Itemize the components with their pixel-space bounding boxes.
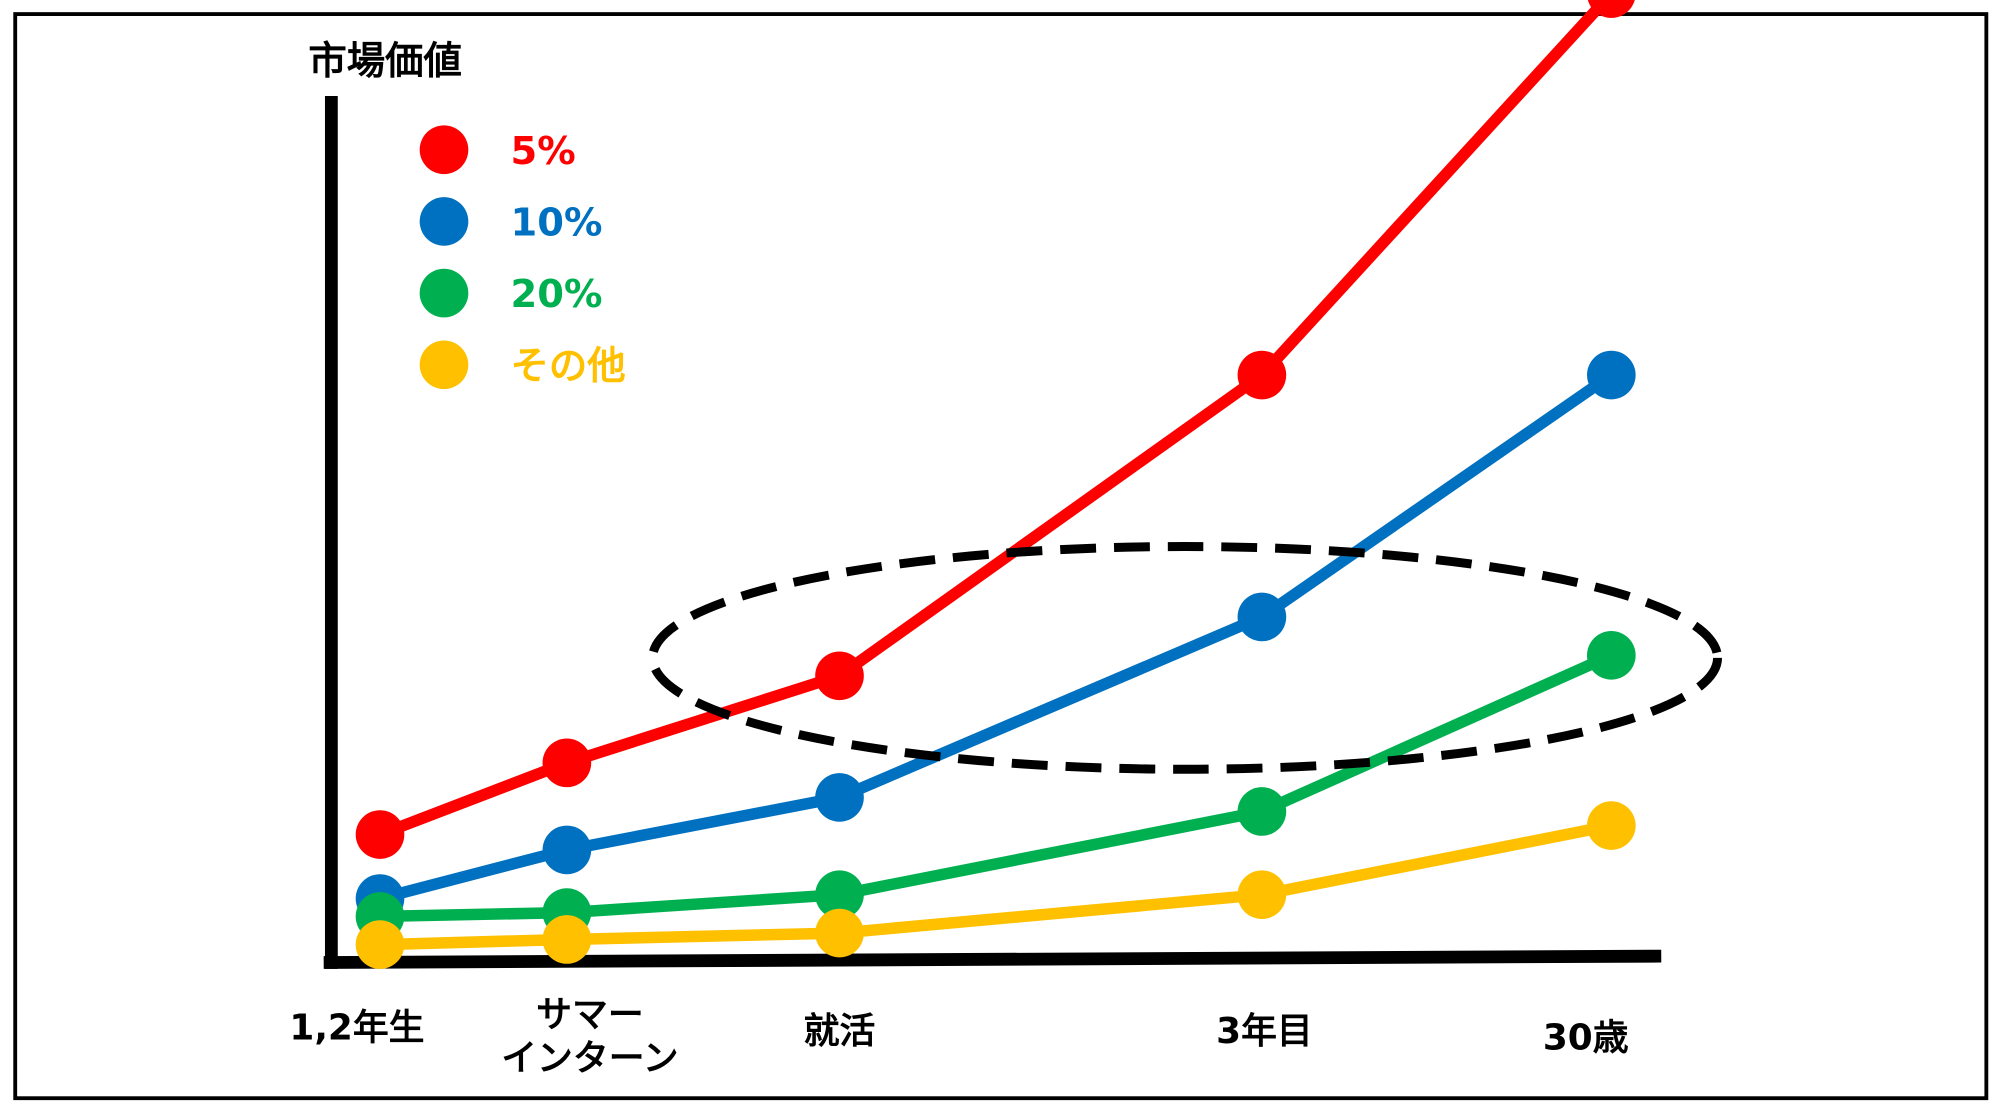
series-line [378, 370, 1615, 905]
data-point [1237, 787, 1287, 836]
data-point [355, 810, 405, 859]
data-point [542, 825, 592, 875]
data-point [542, 738, 592, 788]
x-tick-label: 1,2年生 [289, 1007, 424, 1048]
series-line [377, 0, 1614, 840]
x-tick-label: 3年目 [1216, 1011, 1313, 1052]
frame-border [13, 12, 1989, 1101]
data-point [815, 870, 864, 920]
legend-label: その他 [511, 344, 626, 389]
highlight-ellipse [648, 542, 1723, 774]
data-point [1587, 0, 1635, 18]
legend-marker [419, 125, 469, 175]
data-point [1237, 350, 1287, 400]
data-point [815, 651, 864, 701]
series-2 [355, 631, 1636, 941]
series-0 [355, 0, 1635, 859]
data-point [1586, 350, 1636, 400]
x-tick-label: 就活 [804, 1011, 876, 1052]
legend-label: 20% [511, 272, 603, 317]
legend-item: 10% [419, 197, 603, 246]
x-tick-label: 30歳 [1543, 1018, 1629, 1059]
legend-item: その他 [419, 340, 626, 390]
y-axis-label: 市場価値 [308, 39, 462, 84]
data-point [542, 915, 592, 964]
legend-label: 5% [511, 129, 576, 174]
legend-label: 10% [511, 201, 603, 246]
legend-marker [419, 340, 469, 390]
data-point [1237, 592, 1287, 642]
data-point [1586, 631, 1636, 680]
data-point [355, 920, 405, 969]
x-tick-label: サマーインターン [501, 995, 678, 1080]
series-3 [355, 801, 1636, 969]
series-1 [355, 350, 1636, 923]
data-point [815, 908, 864, 958]
data-point [1237, 870, 1287, 920]
legend-item: 20% [419, 268, 603, 318]
x-axis [323, 949, 1662, 969]
legend-marker [419, 197, 469, 246]
legend-item: 5% [419, 125, 576, 175]
legend-marker [419, 268, 469, 318]
data-point [1586, 801, 1636, 850]
data-point [815, 773, 864, 822]
